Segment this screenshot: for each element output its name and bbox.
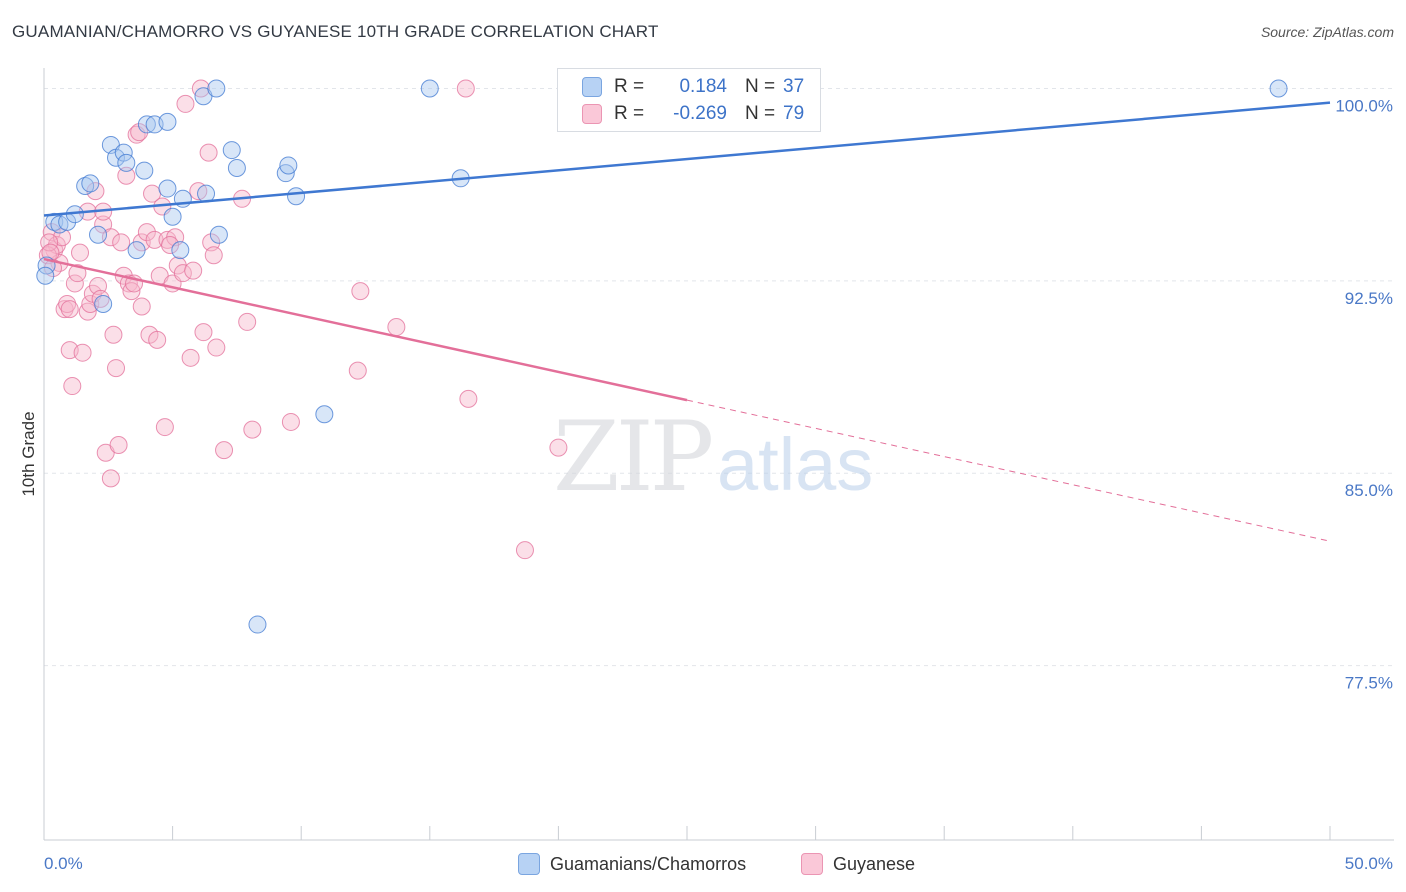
guamanian-point [248,615,267,634]
guamanian-point [81,174,100,193]
guamanian-point [1269,79,1288,98]
guamanian-point [94,294,113,313]
guyanese-point [104,325,123,344]
guamanian-point [207,79,226,98]
guyanese-point [71,243,90,262]
guamanian-point [36,266,55,285]
guyanese-point [117,166,136,185]
y-tick-label: 85.0% [1345,481,1393,500]
guamanian-point [287,187,306,206]
guyanese-point [207,338,226,357]
guamanian-point [227,159,246,178]
guyanese-point [204,246,223,265]
guyanese-point [238,312,257,331]
legend-label: Guamanians/Chamorros [550,853,747,874]
guyanese-point [91,289,110,308]
guyanese-point [281,412,300,431]
guyanese-point [109,436,128,455]
r-value: -0.269 [673,103,727,124]
guamanian-point [135,161,154,180]
guyanese-point [173,264,192,283]
guamanian-point [137,115,156,134]
guamanian-trend-line [43,101,1331,217]
guyanese-point [107,359,126,378]
guamanian-point [209,225,228,244]
pink-swatch [582,104,602,124]
y-tick-label: 77.5% [1345,674,1393,693]
guyanese-point [68,264,87,283]
guamanian-point [117,153,136,172]
guyanese-point [73,343,92,362]
blue-legend-swatch [518,853,540,875]
r-value: 0.184 [679,76,727,97]
guamanian-point [279,156,298,175]
watermark-atlas: atlas [717,423,873,506]
guamanian-point [158,179,177,198]
guyanese-point [184,261,203,280]
guyanese-point [199,143,218,162]
guyanese-point [351,282,370,301]
x-tick-label: 0.0% [44,854,83,873]
blue-swatch [582,77,602,97]
guamanian-point [171,241,190,260]
guyanese-point [549,438,568,457]
n-value: 79 [783,103,805,124]
guyanese-point [176,94,195,113]
stats-row-guamanian: R = 0.184 N = 37 [558,73,804,101]
guyanese-point [456,79,475,98]
pink-legend-swatch [801,853,823,875]
guyanese-point [243,420,262,439]
guyanese-point [148,330,167,349]
guyanese-point [81,294,100,313]
guamanian-point [127,241,146,260]
guyanese-point [63,377,82,396]
legend-label: Guyanese [833,853,916,874]
n-value: 37 [783,76,805,97]
stats-row-guyanese: R = -0.269 N = 79 [558,100,804,128]
guamanian-point [222,141,241,160]
guamanian-point [114,143,133,162]
guamanian-point [315,405,334,424]
y-tick-label: 92.5% [1345,289,1393,308]
x-tick-label: 50.0% [1345,854,1393,873]
n-label: N = [745,103,776,124]
watermark-zip: ZIP [553,401,712,513]
guyanese-point [155,418,174,437]
guyanese-point [161,235,180,254]
guyanese-point [387,318,406,337]
guyanese-point [194,323,213,342]
guamanian-point [158,112,177,131]
guyanese-point [60,300,79,319]
guamanian-point [76,176,95,195]
guyanese-point [65,274,84,293]
guyanese-point [137,223,156,242]
guyanese-point [132,297,151,316]
guyanese-point [215,441,234,460]
legend-item-guyanese: Guyanese [801,852,915,876]
guamanian-point [420,79,439,98]
guyanese-point [130,123,149,142]
stats-box: R = 0.184 N = 37 R = -0.269 N = 79 [557,68,821,132]
chart-title: GUAMANIAN/CHAMORRO VS GUYANESE 10TH GRAD… [12,22,659,41]
guamanian-point [89,225,108,244]
guyanese-point [181,348,200,367]
guyanese-point [112,233,131,252]
guamanian-point [163,207,182,226]
n-label: N = [745,76,776,97]
legend-item-guamanians: Guamanians/Chamorros [518,852,746,876]
r-label: R = [614,76,645,97]
r-label: R = [614,103,645,124]
guyanese-trend-line [43,257,688,402]
guyanese-point [459,389,478,408]
source-label: Source: ZipAtlas.com [1260,24,1394,40]
y-axis-label: 10th Grade [19,411,38,496]
guyanese-point [515,541,534,560]
y-tick-label: 100.0% [1335,97,1393,116]
guyanese-point [55,300,74,319]
guyanese-point [348,361,367,380]
guyanese-point [101,469,120,488]
guyanese-point [58,294,77,313]
